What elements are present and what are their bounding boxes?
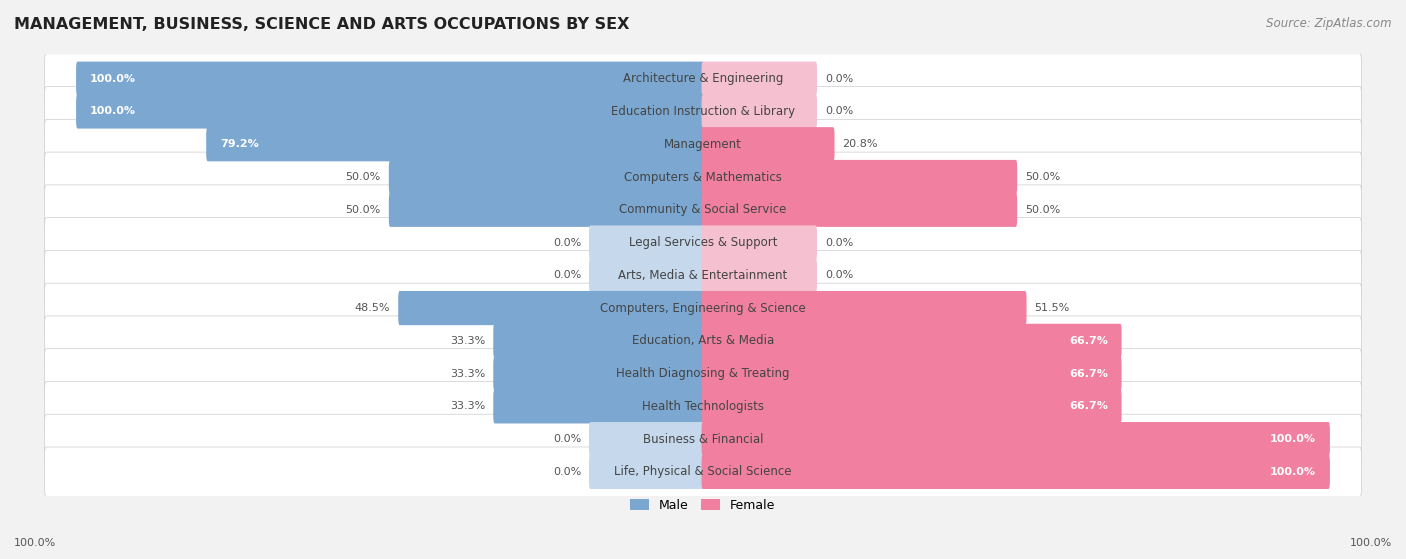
FancyBboxPatch shape (589, 225, 704, 259)
FancyBboxPatch shape (589, 422, 704, 456)
Text: Business & Financial: Business & Financial (643, 433, 763, 446)
Text: 33.3%: 33.3% (450, 336, 485, 346)
FancyBboxPatch shape (494, 357, 704, 391)
FancyBboxPatch shape (702, 389, 1122, 424)
FancyBboxPatch shape (389, 193, 704, 227)
Text: 0.0%: 0.0% (825, 238, 853, 248)
FancyBboxPatch shape (45, 185, 1361, 235)
Text: 0.0%: 0.0% (553, 271, 581, 280)
FancyBboxPatch shape (702, 422, 1330, 456)
FancyBboxPatch shape (76, 61, 704, 96)
Text: 50.0%: 50.0% (1025, 172, 1060, 182)
Text: Health Diagnosing & Treating: Health Diagnosing & Treating (616, 367, 790, 380)
Text: Computers & Mathematics: Computers & Mathematics (624, 170, 782, 183)
Text: Legal Services & Support: Legal Services & Support (628, 236, 778, 249)
FancyBboxPatch shape (45, 152, 1361, 202)
Text: 0.0%: 0.0% (553, 238, 581, 248)
Text: Computers, Engineering & Science: Computers, Engineering & Science (600, 301, 806, 315)
FancyBboxPatch shape (45, 250, 1361, 300)
FancyBboxPatch shape (76, 94, 704, 129)
FancyBboxPatch shape (494, 324, 704, 358)
FancyBboxPatch shape (45, 217, 1361, 267)
FancyBboxPatch shape (702, 225, 817, 259)
FancyBboxPatch shape (702, 193, 1017, 227)
Text: Education Instruction & Library: Education Instruction & Library (612, 105, 794, 118)
FancyBboxPatch shape (494, 389, 704, 424)
FancyBboxPatch shape (45, 119, 1361, 169)
Text: 0.0%: 0.0% (553, 434, 581, 444)
Text: 50.0%: 50.0% (1025, 205, 1060, 215)
FancyBboxPatch shape (589, 258, 704, 292)
Text: MANAGEMENT, BUSINESS, SCIENCE AND ARTS OCCUPATIONS BY SEX: MANAGEMENT, BUSINESS, SCIENCE AND ARTS O… (14, 17, 630, 32)
FancyBboxPatch shape (702, 455, 1330, 489)
Text: 50.0%: 50.0% (346, 172, 381, 182)
FancyBboxPatch shape (45, 54, 1361, 103)
Text: 66.7%: 66.7% (1069, 336, 1108, 346)
Text: 66.7%: 66.7% (1069, 368, 1108, 378)
Text: 100.0%: 100.0% (14, 538, 56, 548)
Text: Arts, Media & Entertainment: Arts, Media & Entertainment (619, 269, 787, 282)
FancyBboxPatch shape (702, 258, 817, 292)
Text: Life, Physical & Social Science: Life, Physical & Social Science (614, 466, 792, 479)
FancyBboxPatch shape (45, 447, 1361, 497)
Text: 100.0%: 100.0% (90, 106, 136, 116)
Text: 33.3%: 33.3% (450, 368, 485, 378)
Text: 33.3%: 33.3% (450, 401, 485, 411)
Text: Source: ZipAtlas.com: Source: ZipAtlas.com (1267, 17, 1392, 30)
Text: 100.0%: 100.0% (1350, 538, 1392, 548)
FancyBboxPatch shape (45, 381, 1361, 432)
Text: Health Technologists: Health Technologists (643, 400, 763, 413)
Text: 100.0%: 100.0% (90, 74, 136, 84)
Text: 0.0%: 0.0% (825, 74, 853, 84)
FancyBboxPatch shape (45, 349, 1361, 399)
Text: 79.2%: 79.2% (221, 139, 259, 149)
Text: Architecture & Engineering: Architecture & Engineering (623, 72, 783, 85)
Text: 66.7%: 66.7% (1069, 401, 1108, 411)
FancyBboxPatch shape (207, 127, 704, 162)
Text: Management: Management (664, 138, 742, 151)
Legend: Male, Female: Male, Female (626, 494, 780, 517)
Text: 0.0%: 0.0% (553, 467, 581, 477)
FancyBboxPatch shape (45, 283, 1361, 333)
Text: Education, Arts & Media: Education, Arts & Media (631, 334, 775, 347)
FancyBboxPatch shape (702, 160, 1017, 194)
Text: 51.5%: 51.5% (1035, 303, 1070, 313)
FancyBboxPatch shape (702, 94, 817, 129)
FancyBboxPatch shape (589, 455, 704, 489)
Text: Community & Social Service: Community & Social Service (619, 203, 787, 216)
FancyBboxPatch shape (702, 291, 1026, 325)
FancyBboxPatch shape (702, 61, 817, 96)
Text: 100.0%: 100.0% (1270, 434, 1316, 444)
FancyBboxPatch shape (45, 87, 1361, 136)
FancyBboxPatch shape (45, 316, 1361, 366)
Text: 20.8%: 20.8% (842, 139, 877, 149)
Text: 48.5%: 48.5% (354, 303, 391, 313)
FancyBboxPatch shape (389, 160, 704, 194)
FancyBboxPatch shape (702, 324, 1122, 358)
FancyBboxPatch shape (398, 291, 704, 325)
Text: 100.0%: 100.0% (1270, 467, 1316, 477)
FancyBboxPatch shape (45, 414, 1361, 464)
Text: 0.0%: 0.0% (825, 106, 853, 116)
FancyBboxPatch shape (702, 357, 1122, 391)
Text: 0.0%: 0.0% (825, 271, 853, 280)
Text: 50.0%: 50.0% (346, 205, 381, 215)
FancyBboxPatch shape (702, 127, 835, 162)
